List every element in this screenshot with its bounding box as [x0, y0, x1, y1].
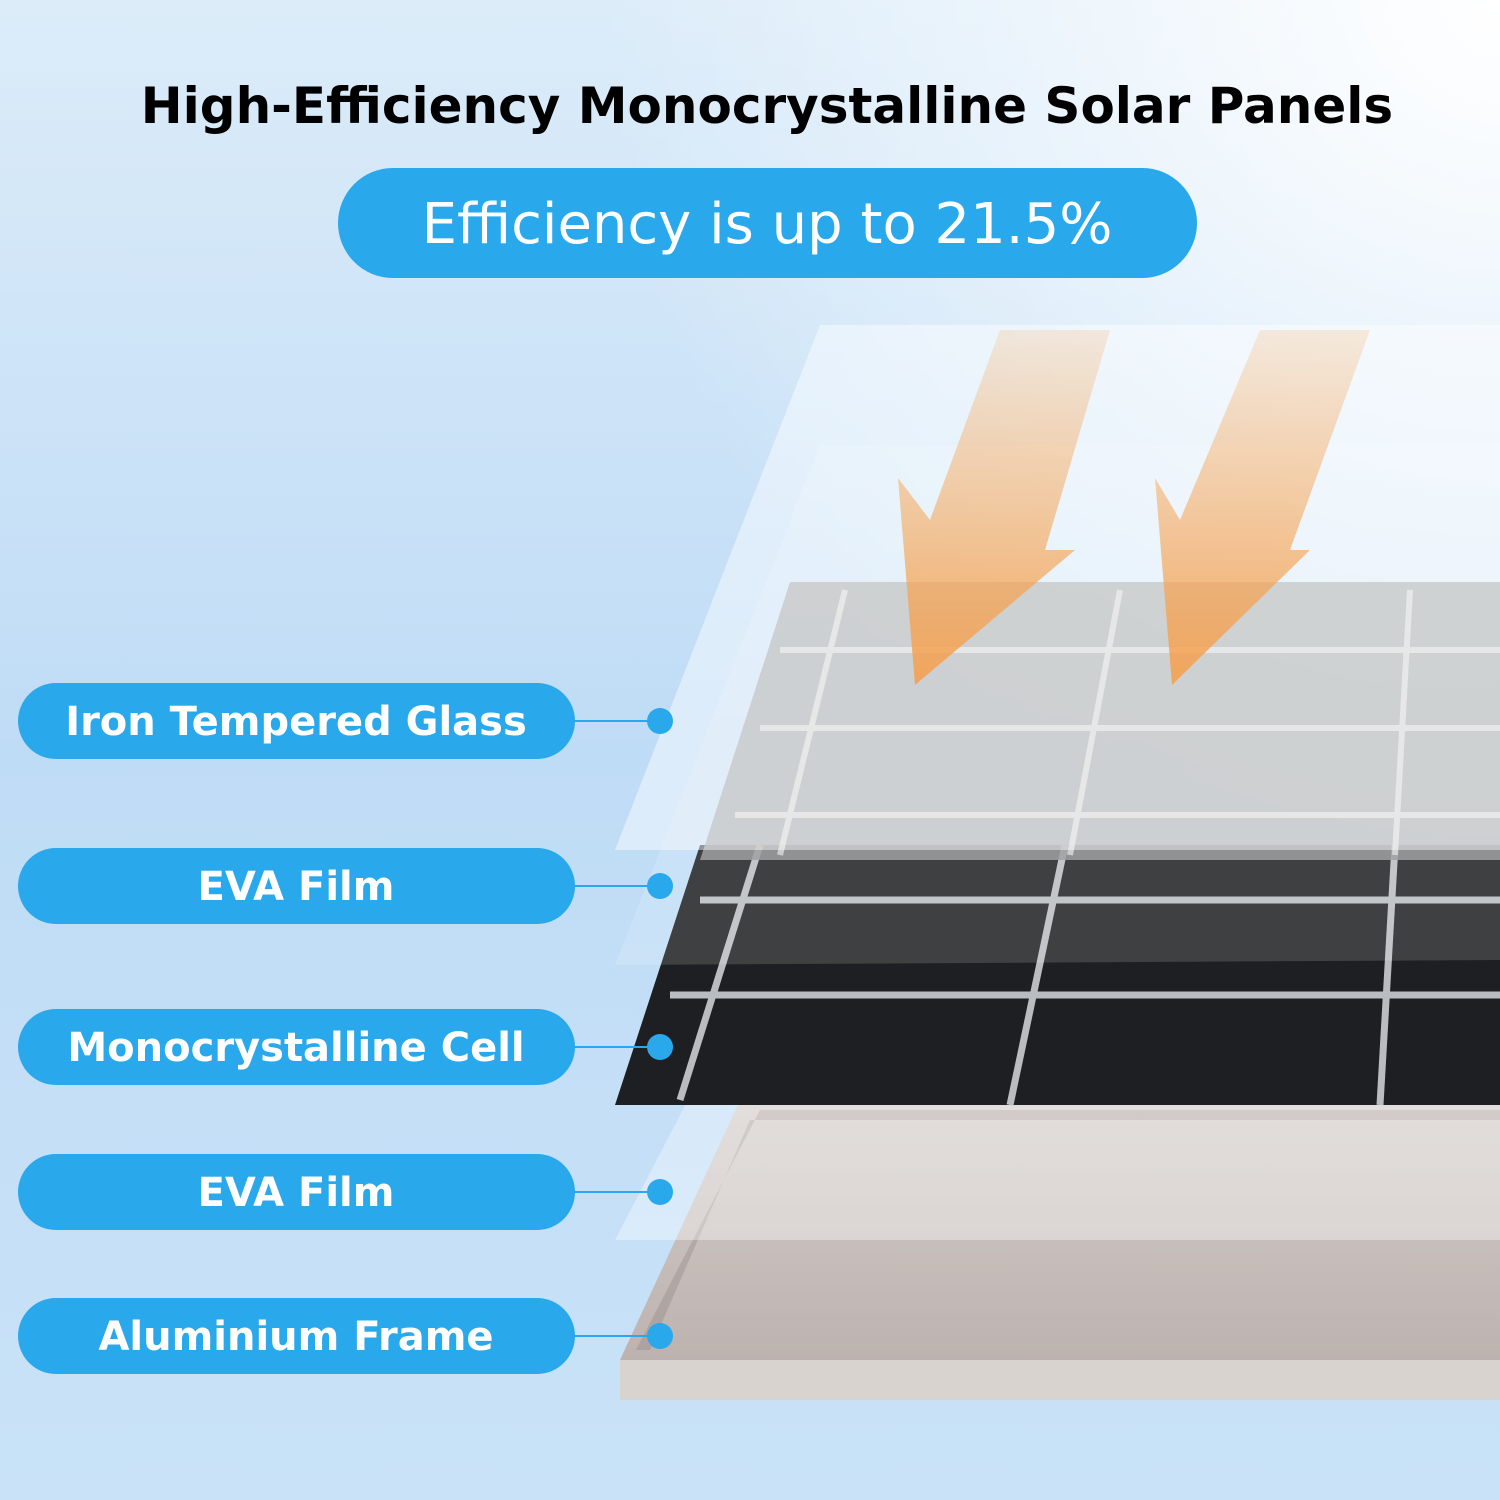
- layer-label: Monocrystalline Cell: [67, 1025, 524, 1071]
- label-pill: [18, 848, 575, 924]
- label-pill: [18, 683, 575, 759]
- connector-dot: [647, 708, 673, 734]
- cell-layer: [615, 843, 1500, 1106]
- connector-dot: [647, 873, 673, 899]
- layer-label: EVA Film: [198, 864, 395, 910]
- layer-label: Iron Tempered Glass: [65, 699, 527, 745]
- frame-layer: [620, 1100, 1500, 1400]
- light-arrow: [898, 330, 1110, 685]
- title: High-Efficiency Monocrystalline Solar Pa…: [141, 77, 1393, 135]
- subtitle-pill: [338, 168, 1197, 278]
- connector-dot: [647, 1179, 673, 1205]
- layer-label: EVA Film: [198, 1170, 395, 1216]
- cell-grid: [735, 589, 1500, 856]
- label-pill: [18, 1154, 575, 1230]
- label-pill: [18, 1009, 575, 1085]
- connector-dot: [647, 1034, 673, 1060]
- layer-label: Aluminium Frame: [98, 1314, 493, 1360]
- connector-dot: [647, 1323, 673, 1349]
- layer-labels: Iron Tempered Glass EVA Film Monocrystalli…: [18, 683, 673, 1374]
- label-pill: [18, 1298, 575, 1374]
- subtitle: Efficiency is up to 21.5%: [422, 192, 1113, 257]
- light-arrow: [1155, 330, 1370, 685]
